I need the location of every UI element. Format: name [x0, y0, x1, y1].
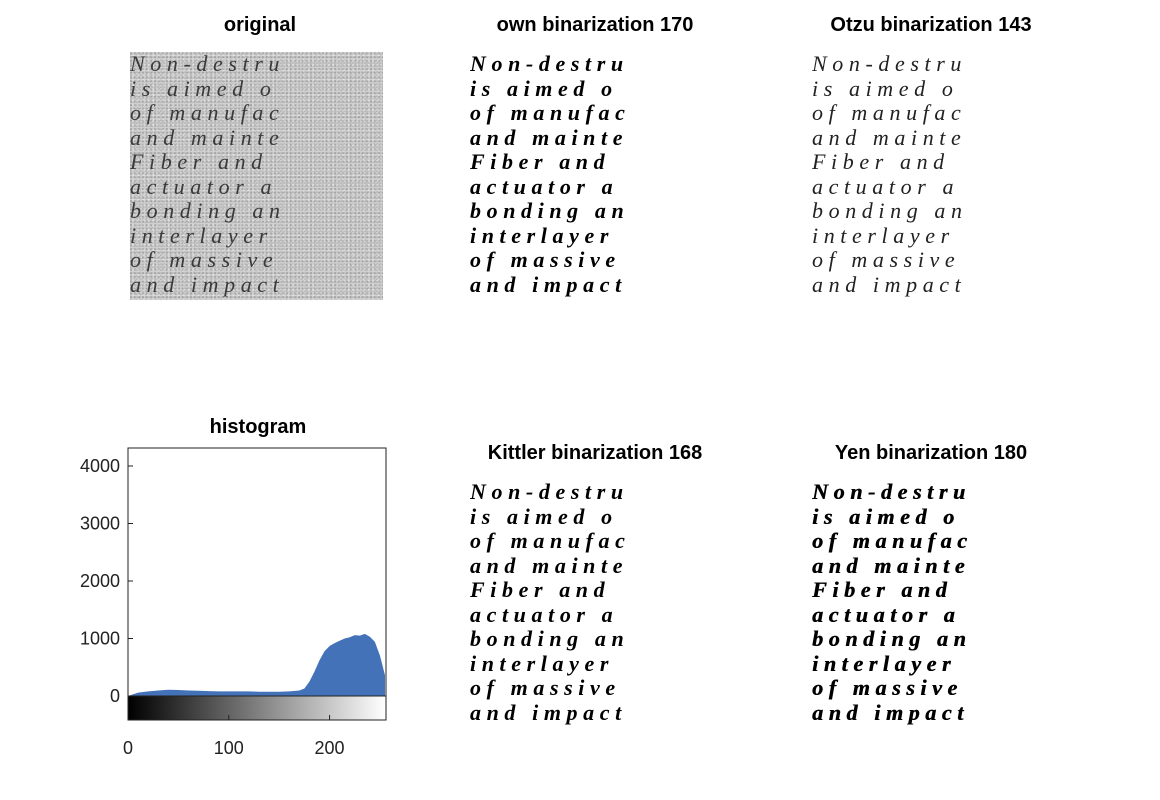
- document-line: and mainte: [470, 552, 629, 578]
- kittler-binarization-image: Non-destru is aimed o of manufac and mainte…: [470, 480, 723, 728]
- document-line: actuator a: [812, 601, 961, 627]
- y-tick-label: 2000: [80, 571, 120, 591]
- histogram-title: histogram: [209, 416, 307, 438]
- document-line: and impact: [470, 699, 627, 725]
- histogram-area: [128, 633, 385, 696]
- document-line: Non-destru: [812, 480, 971, 504]
- document-line: bonding an: [470, 626, 630, 651]
- document-line: and mainte: [812, 552, 971, 578]
- document-line: of manufac: [470, 100, 631, 125]
- document-line: Non-destru: [470, 52, 629, 76]
- document-line: Non-destru: [130, 52, 285, 76]
- document-line: Fiber and: [812, 577, 964, 602]
- yen-binarization-image: Non-destru is aimed o of manufac and mainte…: [812, 480, 1065, 728]
- document-line: of manufac: [812, 100, 967, 125]
- x-tick-label: 0: [123, 738, 133, 758]
- document-line: of massive: [470, 247, 621, 272]
- grayscale-colorbar: [128, 696, 386, 720]
- document-line: of massive: [470, 675, 621, 700]
- document-line: is aimed o: [470, 503, 618, 529]
- document-line: of massive: [812, 675, 963, 700]
- document-line: actuator a: [130, 173, 278, 199]
- otzu-binarization-image: Non-destru is aimed o of manufac and mainte…: [812, 52, 1065, 300]
- y-tick-label: 1000: [80, 629, 120, 649]
- document-line: of manufac: [130, 100, 285, 125]
- y-tick-label: 3000: [80, 514, 120, 534]
- document-line: and impact: [470, 271, 627, 297]
- document-line: Fiber and: [130, 149, 279, 174]
- document-line: interlayer: [812, 222, 955, 248]
- document-line: bonding an: [470, 198, 630, 223]
- document-line: interlayer: [130, 222, 273, 248]
- x-tick-label: 100: [214, 738, 244, 758]
- y-tick-label: 4000: [80, 456, 120, 476]
- document-line: Fiber and: [812, 149, 961, 174]
- y-tick-label: 0: [110, 686, 120, 706]
- document-line: Fiber and: [470, 577, 622, 602]
- document-line: bonding an: [812, 626, 972, 651]
- document-line: Fiber and: [470, 149, 622, 174]
- histogram-chart: 0 1000 2000 3000 4000 0 100 200: [80, 447, 387, 758]
- document-line: interlayer: [470, 650, 614, 676]
- document-line: of manufac: [812, 528, 973, 553]
- document-line: and mainte: [470, 124, 629, 150]
- original-image: Non-destru is aimed o of manufac and mainte…: [130, 52, 383, 300]
- document-line: Non-destru: [470, 480, 629, 504]
- document-line: and mainte: [812, 124, 967, 150]
- yen-binarization-title: Yen binarization 180: [834, 442, 1028, 464]
- document-line: actuator a: [470, 601, 619, 627]
- otzu-binarization-title: Otzu binarization 143: [830, 14, 1032, 36]
- kittler-binarization-title: Kittler binarization 168: [487, 442, 703, 464]
- document-line: is aimed o: [812, 503, 960, 529]
- document-line: is aimed o: [812, 75, 959, 101]
- document-line: actuator a: [812, 173, 960, 199]
- document-line: of massive: [812, 247, 961, 272]
- document-line: and impact: [130, 271, 285, 297]
- document-line: of massive: [130, 247, 279, 272]
- own-binarization-title: own binarization 170: [496, 14, 694, 36]
- document-line: bonding an: [130, 198, 286, 223]
- document-line: interlayer: [812, 650, 956, 676]
- original-title: original: [223, 14, 297, 36]
- document-line: interlayer: [470, 222, 614, 248]
- document-line: is aimed o: [470, 75, 618, 101]
- document-line: bonding an: [812, 198, 968, 223]
- x-tick-label: 200: [315, 738, 345, 758]
- document-line: actuator a: [470, 173, 619, 199]
- document-line: and impact: [812, 271, 967, 297]
- own-binarization-image: Non-destru is aimed o of manufac and mainte…: [470, 52, 723, 300]
- document-line: and mainte: [130, 124, 285, 150]
- document-line: and impact: [812, 699, 969, 725]
- document-line: Non-destru: [812, 52, 967, 76]
- plot-frame: [127, 447, 387, 721]
- document-line: of manufac: [470, 528, 631, 553]
- document-line: is aimed o: [130, 75, 277, 101]
